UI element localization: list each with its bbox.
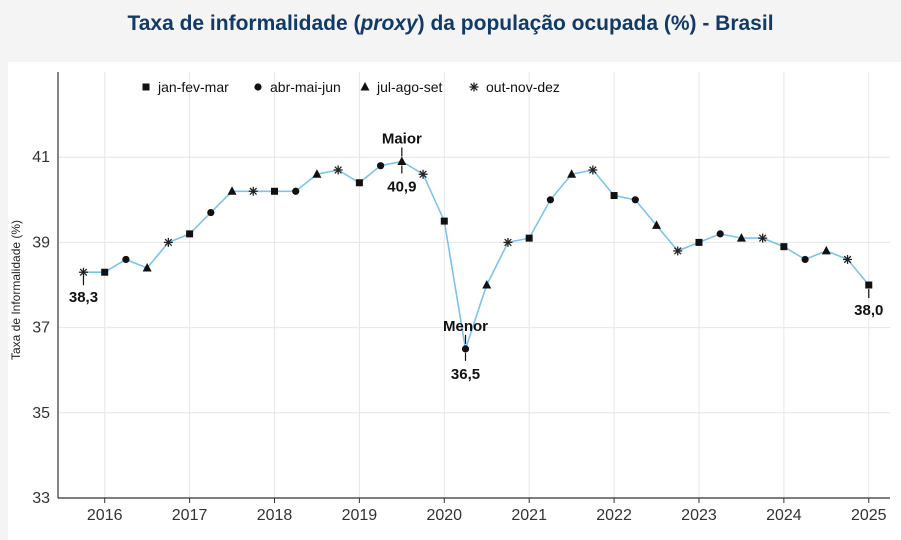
line-chart: 33 35 37 39 41 2016 2017 2018 2019 2020 2021 2022 20… <box>9 72 890 524</box>
data-point <box>673 246 683 256</box>
annotation-value: 38,0 <box>854 302 883 319</box>
data-point <box>695 238 703 246</box>
data-point <box>461 345 470 353</box>
y-tick-label: 41 <box>32 149 50 166</box>
data-point <box>631 196 639 204</box>
data-point <box>248 186 258 196</box>
data-point <box>736 233 746 242</box>
y-tick-label: 39 <box>32 234 50 251</box>
data-point <box>716 230 724 238</box>
data-point <box>122 255 130 264</box>
legend-item: abr-mai-jun <box>254 79 341 95</box>
data-point <box>207 208 215 217</box>
data-point <box>843 254 853 264</box>
legend-marker-asterisk <box>469 82 479 92</box>
data-point <box>186 230 194 238</box>
legend-marker-triangle <box>360 82 370 91</box>
legend-item: jul-ago-set <box>360 79 442 95</box>
data-point <box>418 169 428 179</box>
data-point <box>758 233 768 243</box>
data-point <box>503 237 513 247</box>
legend-label: abr-mai-jun <box>270 79 341 95</box>
legend-marker-square <box>142 83 150 91</box>
legend-marker-circle <box>254 83 262 91</box>
plot-panel: 33 35 37 39 41 2016 2017 2018 2019 2020 2021 2022 20… <box>8 62 901 540</box>
y-tick-label: 37 <box>32 320 50 337</box>
y-tick-label: 33 <box>32 490 50 507</box>
legend-item: jan-fev-mar <box>142 79 229 95</box>
data-point <box>397 156 407 165</box>
x-tick-label: 2025 <box>851 507 887 524</box>
data-point <box>652 220 662 229</box>
data-point <box>546 196 555 204</box>
data-point <box>292 187 300 195</box>
data-point <box>270 187 278 195</box>
annotation-value: 40,9 <box>387 178 416 195</box>
x-tick-label: 2016 <box>87 507 123 524</box>
data-point <box>440 217 448 225</box>
data-point <box>865 281 873 289</box>
x-tick-label: 2021 <box>511 507 547 524</box>
legend-label: jan-fev-mar <box>157 79 229 95</box>
data-point <box>78 267 88 277</box>
data-point <box>312 169 322 178</box>
legend-label: out-nov-dez <box>486 79 560 95</box>
data-point <box>525 234 533 242</box>
data-point <box>377 162 385 170</box>
x-tick-label: 2019 <box>342 507 378 524</box>
annotation-label: Menor <box>443 318 488 335</box>
annotation-label: Maior <box>382 130 422 147</box>
data-point <box>227 186 237 195</box>
chart-title: Taxa de informalidade (proxy) da populaç… <box>127 12 774 35</box>
data-point <box>780 243 788 251</box>
data-point <box>567 169 577 178</box>
chart-title-italic: proxy <box>360 12 418 35</box>
y-tick-label: 35 <box>32 405 50 422</box>
x-tick-label: 2024 <box>766 507 802 524</box>
data-point <box>801 255 809 264</box>
legend-label: jul-ago-set <box>376 79 442 95</box>
data-point <box>163 237 173 247</box>
x-tick-label: 2023 <box>681 507 717 524</box>
legend-item: out-nov-dez <box>469 79 560 95</box>
y-axis-label: Taxa de Informalidade (%) <box>9 220 23 360</box>
series-line <box>83 160 870 350</box>
data-point <box>610 192 618 200</box>
annotation-value: 38,3 <box>69 289 98 306</box>
annotation-value: 36,5 <box>451 366 480 383</box>
data-point <box>142 262 152 272</box>
data-point <box>821 245 831 255</box>
x-tick-label: 2018 <box>257 507 293 524</box>
x-tick-label: 2020 <box>426 507 462 524</box>
x-tick-label: 2017 <box>172 507 208 524</box>
x-tick-label: 2022 <box>596 507 632 524</box>
data-point <box>482 280 492 289</box>
data-point <box>333 165 343 175</box>
data-point <box>355 179 363 187</box>
data-point <box>101 268 109 276</box>
data-point <box>588 165 598 175</box>
